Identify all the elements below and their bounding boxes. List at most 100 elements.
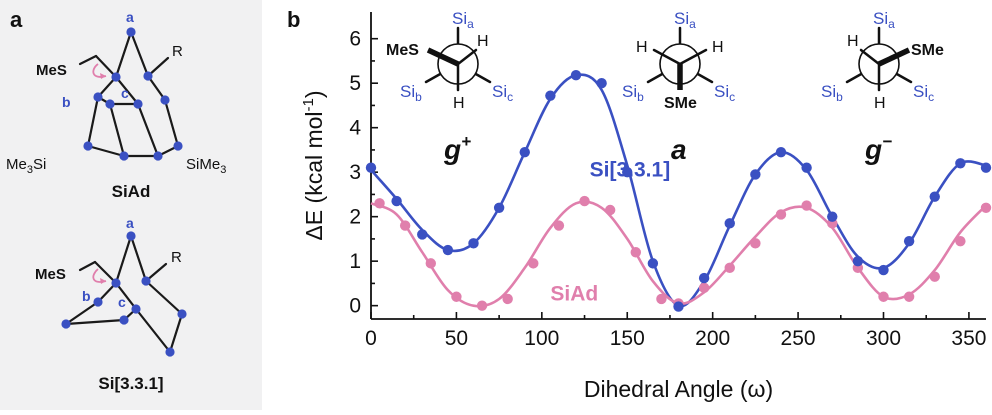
newman-anti-front-right: H xyxy=(712,39,724,56)
newman-anti-si-b: Sib xyxy=(622,82,644,104)
series-0-data-point xyxy=(596,77,607,89)
series-0-data-point xyxy=(698,272,710,284)
panel-a-label: a xyxy=(10,7,23,32)
x-tick-label: 250 xyxy=(781,327,816,350)
series-1-data-point xyxy=(399,220,411,231)
newman-gplus-si-b: Sib xyxy=(400,82,422,104)
siad-name: SiAd xyxy=(112,182,151,201)
molecule-panel-svg: a xyxy=(6,7,226,393)
series-0-data-point xyxy=(545,90,556,101)
panel-b-label: b xyxy=(287,7,300,32)
series-1-data-point xyxy=(604,204,616,216)
series-1-data-point xyxy=(724,262,735,274)
series-1-fit-line xyxy=(370,200,987,308)
series-1-data-point xyxy=(425,258,436,269)
chart-annotations: Si[3.3.1] SiAd xyxy=(550,159,670,306)
siad-atom-c-label: c xyxy=(121,85,129,101)
series-1-data-point xyxy=(656,293,667,305)
series-0-data-point xyxy=(570,69,582,81)
si331-r-label: R xyxy=(171,249,182,266)
series-0-data-point xyxy=(724,218,735,229)
series-0-data-point xyxy=(493,202,505,213)
siad-mes-label: MeS xyxy=(36,62,67,79)
newman-gplus-front-down: H xyxy=(453,95,465,112)
newman-gminus: Sia Sib Sic H SMe H g− xyxy=(821,9,944,165)
series-1-data-point xyxy=(476,300,488,311)
series-label-0: Si[3.3.1] xyxy=(590,159,671,182)
newman-gplus-front-right: H xyxy=(477,33,489,50)
si331-structure xyxy=(61,231,187,357)
series-0-data-point xyxy=(903,235,915,247)
x-tick-label: 350 xyxy=(951,327,986,350)
si331-name: Si[3.3.1] xyxy=(98,374,163,393)
siad-left-silyl-label: Me3Si xyxy=(6,156,46,176)
series-1-data-point xyxy=(955,235,966,247)
x-tick-label: 100 xyxy=(524,327,559,350)
si331-atom-a-label: a xyxy=(126,215,134,231)
series-0-data-point xyxy=(852,255,864,267)
y-axis-label: ΔE (kcal mol-1) xyxy=(300,90,327,240)
series-0-data-point xyxy=(417,229,428,240)
newman-gminus-front-left: H xyxy=(847,33,859,50)
series-1-data-point xyxy=(374,198,385,209)
series-0-data-point xyxy=(827,211,838,222)
newman-anti-si-c: Sic xyxy=(714,82,735,104)
series-1-data-point xyxy=(698,282,710,294)
series-0-data-point xyxy=(980,162,992,173)
chart-points xyxy=(365,69,992,312)
si331-mes-label: MeS xyxy=(35,266,66,283)
siad-atom-b-label: b xyxy=(62,94,71,110)
newman-gplus-label: g+ xyxy=(443,132,471,165)
x-tick-label: 300 xyxy=(866,327,901,350)
series-1-data-point xyxy=(878,291,889,302)
series-1-data-point xyxy=(775,209,787,220)
series-0-data-point xyxy=(801,162,812,173)
siad-right-silyl-label: SiMe3 xyxy=(186,156,226,176)
series-1-data-point xyxy=(980,202,992,213)
series-1-data-point xyxy=(750,238,761,249)
newman-anti-label: a xyxy=(671,134,687,165)
series-1-data-point xyxy=(903,291,915,302)
series-1-data-point xyxy=(528,258,539,269)
y-tick-label: 5 xyxy=(349,72,361,95)
series-0-data-point xyxy=(365,162,377,173)
series-0-data-point xyxy=(468,238,479,249)
y-tick-label: 2 xyxy=(349,206,361,229)
newman-anti: Sia Sib Sic H H SMe a xyxy=(622,9,735,165)
y-tick-label: 1 xyxy=(349,250,361,273)
series-0-data-point xyxy=(622,166,633,178)
series-0-data-point xyxy=(775,146,787,158)
series-1-data-point xyxy=(502,293,513,305)
x-axis-label: Dihedral Angle (ω) xyxy=(584,376,773,402)
series-1-data-point xyxy=(929,271,940,282)
x-tick-label: 0 xyxy=(365,327,377,350)
y-tick-label: 0 xyxy=(349,295,361,318)
newman-gplus-si-a: Sia xyxy=(452,9,474,31)
newman-gminus-si-c: Sic xyxy=(913,82,934,104)
x-tick-label: 150 xyxy=(610,327,645,350)
siad-r-label: R xyxy=(172,43,183,60)
siad-atom-a-label: a xyxy=(126,9,134,25)
newman-gminus-label: g− xyxy=(864,132,892,165)
series-0-data-point xyxy=(673,301,684,312)
newman-gplus-si-c: Sic xyxy=(492,82,513,104)
series-1-data-point xyxy=(553,220,565,231)
newman-gminus-si-a: Sia xyxy=(873,9,895,31)
x-tick-label: 200 xyxy=(695,327,730,350)
series-0-data-point xyxy=(519,146,530,158)
series-1-data-point xyxy=(801,200,812,211)
series-0-data-point xyxy=(955,158,966,169)
newman-anti-front-left: H xyxy=(636,39,648,56)
newman-gplus: Sia Sib Sic MeS H H g+ xyxy=(386,9,513,165)
si331-atom-b-label: b xyxy=(82,288,91,304)
newman-gminus-si-b: Sib xyxy=(821,82,843,104)
newman-anti-si-a: Sia xyxy=(674,9,696,31)
series-0-data-point xyxy=(442,244,454,256)
series-0-data-point xyxy=(929,191,940,202)
y-tick-label: 3 xyxy=(349,161,361,184)
y-tick-label: 6 xyxy=(349,28,361,51)
series-1-data-point xyxy=(630,247,641,258)
y-tick-label: 4 xyxy=(349,117,361,140)
newman-gplus-front-left: MeS xyxy=(386,42,419,59)
series-0-data-point xyxy=(750,169,761,180)
